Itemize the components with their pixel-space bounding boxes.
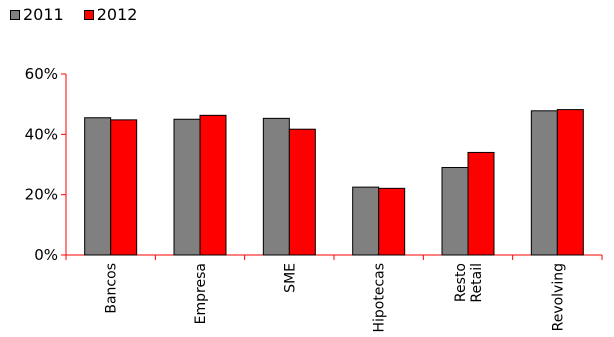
bar-2012 bbox=[378, 187, 406, 256]
bar-2011 bbox=[84, 117, 112, 256]
bar-2011 bbox=[530, 110, 558, 256]
legend-swatch-2012 bbox=[83, 10, 94, 20]
bar-2012 bbox=[467, 151, 495, 256]
x-category-label: Bancos bbox=[104, 263, 120, 314]
bar-2011 bbox=[441, 167, 469, 256]
legend-item-2012: 2012 bbox=[83, 4, 138, 26]
bar-2011 bbox=[262, 117, 290, 256]
y-tick-label: 20% bbox=[25, 186, 58, 204]
legend-swatch-2011 bbox=[10, 10, 20, 20]
x-category-label: Empresa bbox=[193, 263, 209, 324]
y-tick-label: 40% bbox=[25, 125, 58, 143]
x-category-label: RestoRetail bbox=[453, 263, 485, 303]
y-tick-label: 0% bbox=[34, 246, 58, 264]
y-tick-label: 60% bbox=[25, 65, 58, 83]
legend-label-2012: 2012 bbox=[96, 5, 138, 24]
bar-2012 bbox=[199, 114, 227, 256]
bar-2011 bbox=[173, 118, 201, 256]
legend-label-2011: 2011 bbox=[23, 5, 64, 24]
legend-item-2011: 2011 bbox=[10, 4, 64, 26]
x-category-label: Revolving bbox=[550, 263, 566, 331]
x-category-label: Hipotecas bbox=[372, 263, 388, 333]
bar-2011 bbox=[352, 186, 380, 256]
bar-2012 bbox=[288, 128, 316, 256]
bar-2012 bbox=[556, 109, 584, 256]
bar-2012 bbox=[110, 119, 138, 256]
legend: 2011 2012 bbox=[10, 4, 137, 26]
x-category-label: SME bbox=[282, 263, 298, 293]
